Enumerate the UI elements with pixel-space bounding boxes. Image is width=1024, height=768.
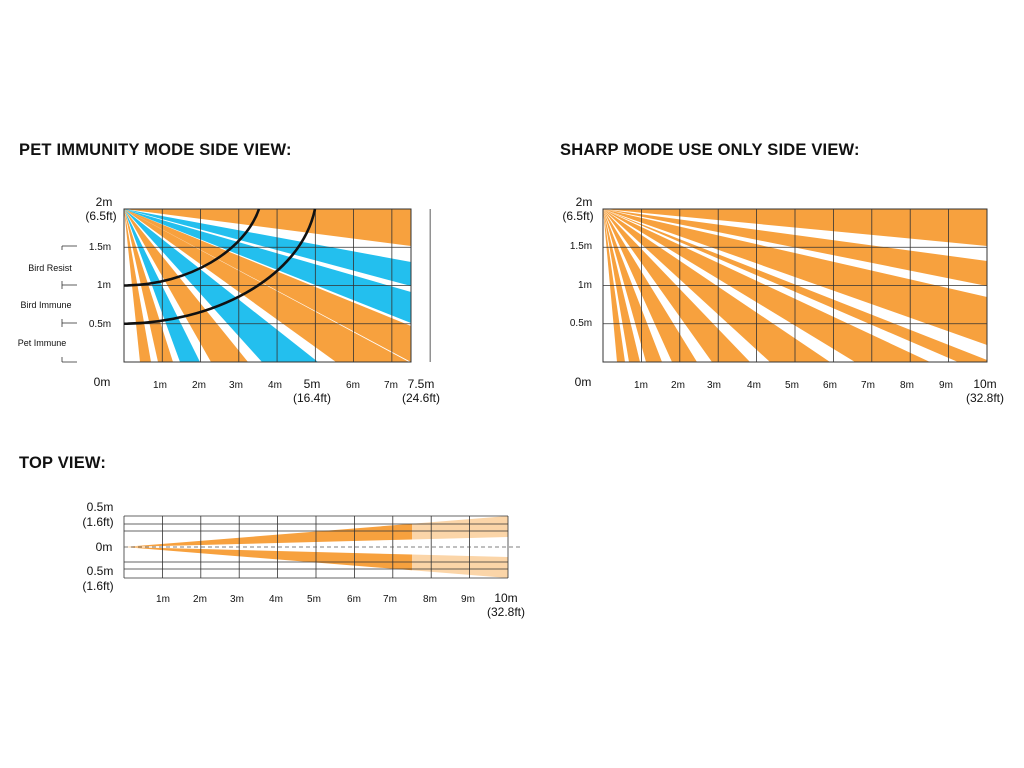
pet-mode-coverage-lower	[124, 547, 412, 571]
x-axis-label: 7m	[861, 380, 875, 391]
x-axis-label: 3m	[229, 380, 243, 391]
y-axis-label: 0.5m	[570, 318, 592, 329]
x-axis-label: 10m	[973, 377, 996, 391]
x-axis-label: 4m	[269, 594, 283, 605]
x-axis-label: 7m	[384, 380, 398, 391]
x-axis-label: 5m	[307, 594, 321, 605]
x-axis-label: 9m	[461, 594, 475, 605]
x-axis-label: 6m	[346, 380, 360, 391]
x-axis-label: 1m	[634, 380, 648, 391]
x-axis-label: 2m	[193, 594, 207, 605]
bird-immune-boundary-curve	[123, 208, 317, 326]
y-axis-label: 0m	[575, 375, 592, 389]
y-axis-label: 2m	[576, 195, 593, 209]
y-axis-label-sub: (6.5ft)	[85, 209, 116, 223]
zone-label-bird-resist: Bird Resist	[28, 263, 72, 273]
x-axis-label: 1m	[153, 380, 167, 391]
sharp-side-view-title: SHARP MODE USE ONLY SIDE VIEW:	[560, 141, 860, 159]
y-axis-label: 0.5m	[87, 564, 114, 578]
x-axis-label: 9m	[939, 380, 953, 391]
y-axis-label: 0m	[94, 375, 111, 389]
detection-beam	[124, 209, 411, 323]
pet-mode-coverage-upper	[124, 523, 412, 547]
x-axis-label: 8m	[423, 594, 437, 605]
sharp-mode-extension-lower	[412, 554, 508, 578]
x-axis-label: 2m	[192, 380, 206, 391]
y-axis-label: 2m	[96, 195, 113, 209]
x-axis-label-sub: (32.8ft)	[487, 605, 525, 619]
zone-label-pet-immune: Pet Immune	[18, 338, 67, 348]
x-axis-label: 4m	[268, 380, 282, 391]
zone-label-bird-immune: Bird Immune	[20, 300, 71, 310]
y-axis-label: 1.5m	[89, 242, 111, 253]
y-axis-label: 0.5m	[89, 319, 111, 330]
x-axis-label: 3m	[230, 594, 244, 605]
top-view-title: TOP VIEW:	[19, 454, 107, 472]
x-axis-label-sub: (24.6ft)	[402, 391, 440, 405]
x-axis-label: 6m	[823, 380, 837, 391]
x-axis-label: 2m	[671, 380, 685, 391]
top-view-chart: 0.5m(1.6ft)0m0.5m(1.6ft)1m 2m 3m 4m 5m 6m 7m 8m…	[82, 500, 525, 619]
bird-resist-boundary-curve	[123, 208, 261, 287]
x-axis-label: 4m	[747, 380, 761, 391]
x-axis-label-sub: (32.8ft)	[966, 391, 1004, 405]
x-axis-label: 7m	[383, 594, 397, 605]
x-axis-label-sub: (16.4ft)	[293, 391, 331, 405]
y-axis-label-sub: (1.6ft)	[82, 515, 113, 529]
y-axis-label: 0.5m	[87, 500, 114, 514]
x-axis-label: 3m	[707, 380, 721, 391]
y-axis-label: 1.5m	[570, 241, 592, 252]
x-axis-label: 1m	[156, 594, 170, 605]
y-axis-label: 1m	[578, 280, 592, 291]
detection-beam	[124, 209, 411, 246]
sharp-mode-extension-upper	[412, 516, 508, 540]
x-axis-label: 5m	[304, 377, 321, 391]
x-axis-label: 5m	[785, 380, 799, 391]
y-axis-label-sub: (6.5ft)	[562, 209, 593, 223]
x-axis-label: 8m	[900, 380, 914, 391]
x-axis-label: 7.5m	[408, 377, 435, 391]
x-axis-label: 6m	[347, 594, 361, 605]
pet-side-view-title: PET IMMUNITY MODE SIDE VIEW:	[19, 141, 292, 159]
y-axis-label: 0m	[96, 540, 113, 554]
x-axis-label: 10m	[494, 591, 517, 605]
chart-frame	[602, 208, 988, 363]
y-axis-label: 1m	[97, 280, 111, 291]
y-axis-label-sub: (1.6ft)	[82, 579, 113, 593]
